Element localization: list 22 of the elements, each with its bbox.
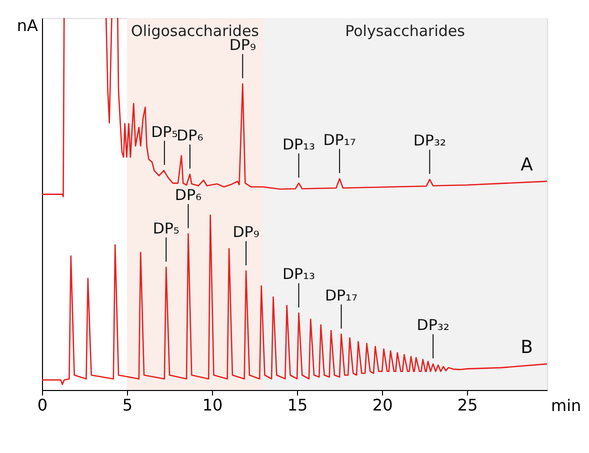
band-label: Polysaccharides <box>345 22 466 40</box>
x-axis-title: min <box>551 396 582 415</box>
series-label: A <box>520 154 534 176</box>
annotation: DP₆ <box>174 186 202 204</box>
annotation: DP₉ <box>232 223 260 242</box>
annotation: DP₁₃ <box>282 265 316 284</box>
annotation: DP₁₇ <box>324 286 358 304</box>
annotation: DP₆ <box>176 126 204 144</box>
x-tick-label: 5 <box>122 396 133 414</box>
x-tick-label: 15 <box>287 396 308 414</box>
x-tick-label: 25 <box>457 396 478 414</box>
annotation: DP₃₂ <box>413 132 446 150</box>
x-tick-label: 10 <box>202 396 223 414</box>
x-tick-label: 0 <box>37 396 48 414</box>
annotation: DP₅ <box>151 122 178 141</box>
annotation: DP₅ <box>152 219 180 238</box>
y-axis-title: nA <box>16 16 38 35</box>
annotation: DP₁₃ <box>282 135 316 154</box>
annotation: DP₁₇ <box>323 130 356 149</box>
series-label: B <box>520 336 533 358</box>
x-tick-label: 20 <box>372 396 393 414</box>
annotation: DP₃₂ <box>416 316 450 334</box>
